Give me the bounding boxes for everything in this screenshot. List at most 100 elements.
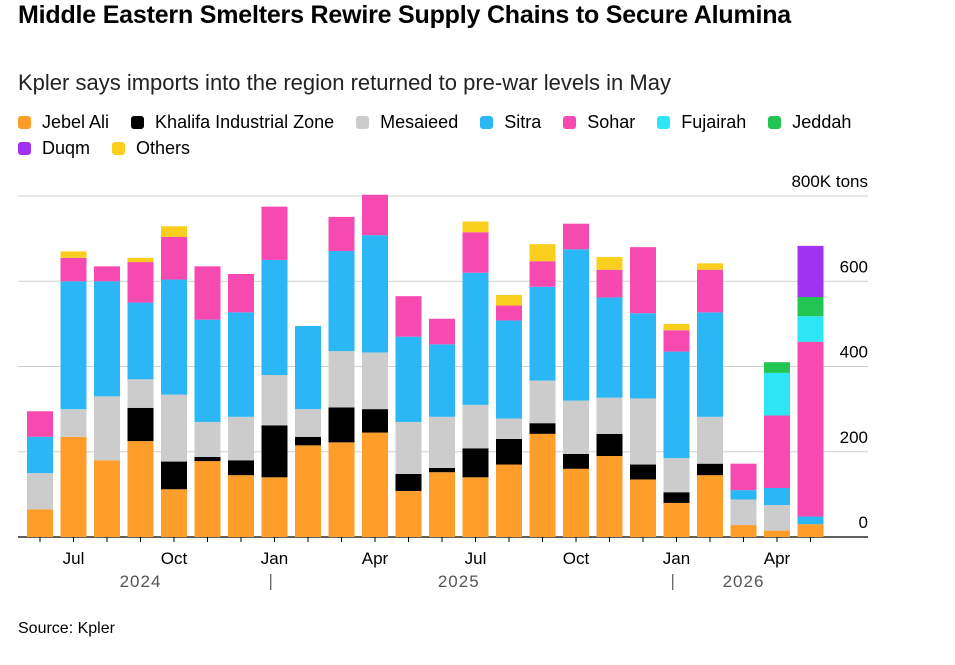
legend-swatch <box>480 116 494 129</box>
bar-segment <box>429 467 455 473</box>
x-tick-label: Oct <box>161 549 188 568</box>
bar-segment <box>630 247 656 314</box>
bar-segment <box>496 464 522 537</box>
bar-segment <box>295 436 321 446</box>
bar-segment <box>697 263 723 270</box>
bar-segment <box>429 472 455 537</box>
bar-segment <box>529 261 556 287</box>
legend-item: Others <box>112 136 190 161</box>
bar-segment <box>94 281 120 397</box>
bar-segment <box>797 341 824 517</box>
legend-swatch <box>563 116 577 129</box>
bar-segment <box>496 418 522 439</box>
bar-segment <box>462 272 489 405</box>
legend-swatch <box>768 116 782 129</box>
bar-segment <box>395 490 422 537</box>
legend-label: Jebel Ali <box>42 112 110 132</box>
legend-label: Sitra <box>504 112 542 132</box>
bar-segment <box>27 436 53 474</box>
legend-label: Others <box>136 138 191 158</box>
bar-segment <box>94 266 120 282</box>
bar-segment <box>764 372 790 416</box>
legend: Jebel Ali Khalifa Industrial Zone Mesaieed… <box>18 110 878 162</box>
bar-segment <box>596 456 623 537</box>
source-note: Source: Kpler <box>18 620 115 637</box>
bar-segment <box>697 463 723 476</box>
legend-label: Khalifa Industrial Zone <box>155 112 335 132</box>
x-tick-label: Apr <box>362 549 389 568</box>
bar-segment <box>563 468 589 537</box>
legend-swatch <box>18 116 31 129</box>
bar-segment <box>563 400 589 454</box>
y-tick-label: 400 <box>840 343 868 362</box>
bar-segment <box>328 351 355 408</box>
bar-segment <box>27 473 53 510</box>
legend-item: Sohar <box>563 110 635 135</box>
bar-segment <box>228 416 254 461</box>
bar-segment <box>328 250 355 352</box>
bar-segment <box>596 397 623 434</box>
bar-segment <box>328 216 355 251</box>
bar-segment <box>462 232 489 273</box>
x-tick-label: Jul <box>63 549 85 568</box>
legend-swatch <box>131 116 145 129</box>
legend-swatch <box>356 116 370 129</box>
legend-item: Jeddah <box>768 110 851 135</box>
bar-segment <box>161 236 187 280</box>
bar-segment <box>596 269 623 298</box>
bar-segment <box>529 380 556 424</box>
bar-segment <box>27 509 53 537</box>
bar-segment <box>730 490 757 500</box>
bar-segment <box>127 441 154 537</box>
bar-segment <box>797 245 824 298</box>
bar-segment <box>663 492 690 503</box>
legend-label: Duqm <box>42 138 91 158</box>
bar-segment <box>60 436 87 537</box>
bar-segment <box>663 330 690 352</box>
x-tick-label: Oct <box>563 549 590 568</box>
bar-segment <box>362 194 388 236</box>
bar-segment <box>127 407 154 442</box>
bar-segment <box>496 320 522 419</box>
legend-item: Fujairah <box>657 110 746 135</box>
bar-segment <box>563 249 589 401</box>
bar-segment <box>630 464 656 480</box>
legend-swatch <box>112 142 126 155</box>
bar-segment <box>630 479 656 537</box>
bar-segment <box>127 257 154 263</box>
bar-segment <box>60 281 87 410</box>
bar-segment <box>395 421 422 474</box>
bar-segment <box>161 394 187 462</box>
bar-segment <box>194 319 221 422</box>
bar-segment <box>194 456 221 462</box>
bar-segment <box>261 477 288 537</box>
y-tick-label: 600 <box>840 257 868 276</box>
bar-segment <box>362 235 388 353</box>
bar-segment <box>362 409 388 433</box>
bar-segment <box>94 460 120 537</box>
bar-segment <box>127 302 154 380</box>
bar-segment <box>563 453 589 469</box>
bar-segment <box>261 375 288 426</box>
bar-segment <box>462 448 489 478</box>
legend-swatch <box>18 142 31 155</box>
bar-segment <box>730 499 757 526</box>
year-label: 2026 <box>723 572 765 591</box>
bar-segment <box>395 336 422 422</box>
x-tick-label: Jan <box>261 549 288 568</box>
legend-swatch <box>657 116 671 129</box>
legend-item: Duqm <box>18 136 90 161</box>
bar-segment <box>630 313 656 399</box>
bar-segment <box>429 416 455 468</box>
bar-segment <box>529 433 556 537</box>
bar-segment <box>161 226 187 237</box>
bar-segment <box>228 475 254 537</box>
bar-segment <box>529 423 556 434</box>
bar-segment <box>496 294 522 306</box>
bar-segment <box>295 445 321 537</box>
legend-label: Mesaieed <box>380 112 459 132</box>
bar-segment <box>663 502 690 537</box>
bar-segment <box>730 525 757 537</box>
bar-segment <box>194 461 221 537</box>
bar-segment <box>764 415 790 488</box>
